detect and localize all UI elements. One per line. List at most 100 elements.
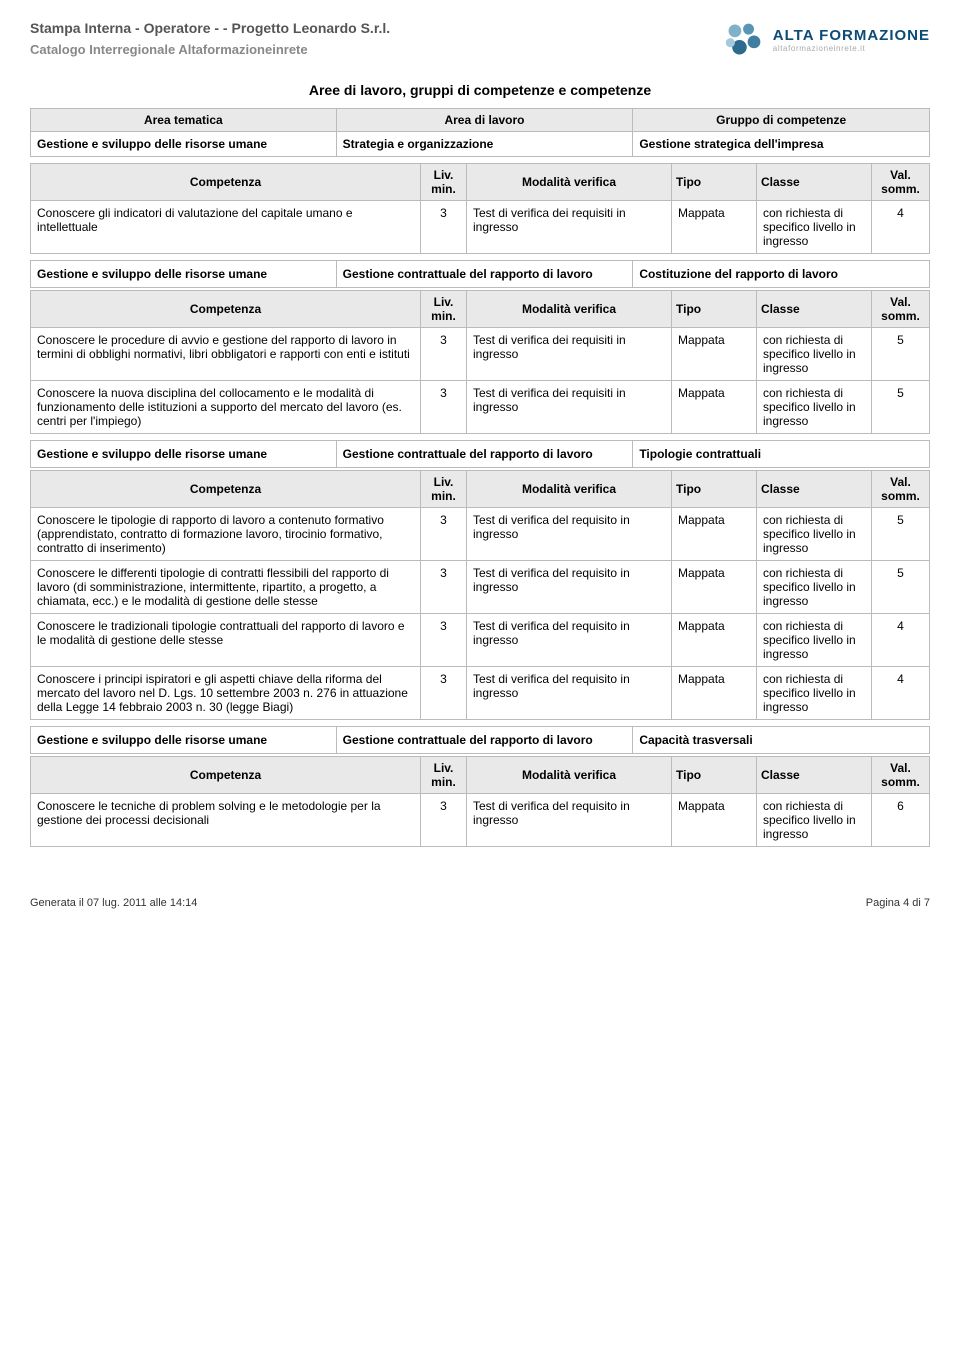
header-title-2: Catalogo Interregionale Altaformazionein… xyxy=(30,42,390,57)
group-header-gruppo: Capacità trasversali xyxy=(633,727,930,754)
area-header-lavoro-label: Area di lavoro xyxy=(336,109,633,132)
competence-row: Conoscere gli indicatori di valutazione … xyxy=(31,201,930,254)
competence-th-tipo: Tipo xyxy=(672,757,757,794)
competence-cell-modalita: Test di verifica dei requisiti in ingres… xyxy=(467,201,672,254)
competence-th-competenza: Competenza xyxy=(31,471,421,508)
area-row-gruppo: Gestione strategica dell'impresa xyxy=(633,132,930,157)
competence-cell-tipo: Mappata xyxy=(672,328,757,381)
competence-group: Gestione e sviluppo delle risorse umaneG… xyxy=(30,440,930,720)
competence-th-val: Val. somm. xyxy=(872,471,930,508)
competence-cell-competenza: Conoscere le tipologie di rapporto di la… xyxy=(31,508,421,561)
logo: ALTA FORMAZIONE altaformazioneinrete.it xyxy=(721,20,930,60)
competence-row: Conoscere le tecniche di problem solving… xyxy=(31,794,930,847)
competence-row: Conoscere i principi ispiratori e gli as… xyxy=(31,667,930,720)
competence-th-tipo: Tipo xyxy=(672,471,757,508)
footer-page: Pagina 4 di 7 xyxy=(866,897,930,909)
area-header-tematica-label: Area tematica xyxy=(31,109,337,132)
competence-group: Gestione e sviluppo delle risorse umaneG… xyxy=(30,260,930,434)
competence-th-competenza: Competenza xyxy=(31,164,421,201)
competence-row: Conoscere le tipologie di rapporto di la… xyxy=(31,508,930,561)
logo-text-line2: altaformazioneinrete.it xyxy=(773,44,930,53)
logo-text-line1: ALTA FORMAZIONE xyxy=(773,27,930,44)
competence-table: CompetenzaLiv. min.Modalità verificaTipo… xyxy=(30,290,930,434)
competence-cell-liv: 3 xyxy=(421,381,467,434)
competence-th-tipo: Tipo xyxy=(672,291,757,328)
competence-cell-tipo: Mappata xyxy=(672,794,757,847)
competence-row: Conoscere la nuova disciplina del colloc… xyxy=(31,381,930,434)
competence-row: Conoscere le tradizionali tipologie cont… xyxy=(31,614,930,667)
competence-cell-modalita: Test di verifica dei requisiti in ingres… xyxy=(467,381,672,434)
competence-cell-tipo: Mappata xyxy=(672,508,757,561)
competence-th-modalita: Modalità verifica xyxy=(467,757,672,794)
competence-cell-val: 5 xyxy=(872,561,930,614)
competence-group: CompetenzaLiv. min.Modalità verificaTipo… xyxy=(30,163,930,254)
competence-table: CompetenzaLiv. min.Modalità verificaTipo… xyxy=(30,163,930,254)
competence-cell-liv: 3 xyxy=(421,614,467,667)
competence-cell-classe: con richiesta di specifico livello in in… xyxy=(757,667,872,720)
competence-th-val: Val. somm. xyxy=(872,164,930,201)
competence-th-classe: Classe xyxy=(757,471,872,508)
header-title-1: Stampa Interna - Operatore - - Progetto … xyxy=(30,20,390,36)
competence-cell-tipo: Mappata xyxy=(672,381,757,434)
competence-cell-liv: 3 xyxy=(421,561,467,614)
group-header-tematica: Gestione e sviluppo delle risorse umane xyxy=(31,727,337,754)
group-header-lavoro: Gestione contrattuale del rapporto di la… xyxy=(336,441,633,468)
competence-cell-modalita: Test di verifica dei requisiti in ingres… xyxy=(467,328,672,381)
competence-table: CompetenzaLiv. min.Modalità verificaTipo… xyxy=(30,756,930,847)
competence-th-tipo: Tipo xyxy=(672,164,757,201)
competence-cell-modalita: Test di verifica del requisito in ingres… xyxy=(467,667,672,720)
competence-group: Gestione e sviluppo delle risorse umaneG… xyxy=(30,726,930,847)
competence-row: Conoscere le differenti tipologie di con… xyxy=(31,561,930,614)
competence-cell-liv: 3 xyxy=(421,328,467,381)
competence-cell-val: 4 xyxy=(872,667,930,720)
competence-cell-val: 5 xyxy=(872,508,930,561)
competence-cell-tipo: Mappata xyxy=(672,614,757,667)
competence-cell-competenza: Conoscere i principi ispiratori e gli as… xyxy=(31,667,421,720)
competence-cell-classe: con richiesta di specifico livello in in… xyxy=(757,561,872,614)
competence-cell-classe: con richiesta di specifico livello in in… xyxy=(757,508,872,561)
competence-cell-modalita: Test di verifica del requisito in ingres… xyxy=(467,794,672,847)
competence-cell-competenza: Conoscere le tradizionali tipologie cont… xyxy=(31,614,421,667)
competence-th-liv: Liv. min. xyxy=(421,164,467,201)
groups-container: CompetenzaLiv. min.Modalità verificaTipo… xyxy=(30,163,930,847)
competence-th-classe: Classe xyxy=(757,291,872,328)
competence-cell-classe: con richiesta di specifico livello in in… xyxy=(757,201,872,254)
competence-cell-liv: 3 xyxy=(421,794,467,847)
competence-cell-classe: con richiesta di specifico livello in in… xyxy=(757,381,872,434)
competence-th-competenza: Competenza xyxy=(31,291,421,328)
competence-th-val: Val. somm. xyxy=(872,291,930,328)
footer-generated: Generata il 07 lug. 2011 alle 14:14 xyxy=(30,897,197,909)
competence-th-modalita: Modalità verifica xyxy=(467,471,672,508)
competence-cell-competenza: Conoscere le differenti tipologie di con… xyxy=(31,561,421,614)
competence-th-liv: Liv. min. xyxy=(421,291,467,328)
competence-cell-tipo: Mappata xyxy=(672,667,757,720)
group-header-gruppo: Costituzione del rapporto di lavoro xyxy=(633,261,930,288)
area-header-gruppo-label: Gruppo di competenze xyxy=(633,109,930,132)
group-header-tematica: Gestione e sviluppo delle risorse umane xyxy=(31,441,337,468)
competence-th-val: Val. somm. xyxy=(872,757,930,794)
competence-row: Conoscere le procedure di avvio e gestio… xyxy=(31,328,930,381)
main-title: Aree di lavoro, gruppi di competenze e c… xyxy=(30,82,930,98)
logo-icon xyxy=(721,20,767,60)
competence-cell-competenza: Conoscere gli indicatori di valutazione … xyxy=(31,201,421,254)
competence-cell-competenza: Conoscere le procedure di avvio e gestio… xyxy=(31,328,421,381)
competence-th-competenza: Competenza xyxy=(31,757,421,794)
logo-text: ALTA FORMAZIONE altaformazioneinrete.it xyxy=(773,27,930,53)
competence-cell-liv: 3 xyxy=(421,667,467,720)
area-header-table: Area tematica Area di lavoro Gruppo di c… xyxy=(30,108,930,157)
competence-cell-modalita: Test di verifica del requisito in ingres… xyxy=(467,614,672,667)
competence-cell-tipo: Mappata xyxy=(672,201,757,254)
competence-cell-val: 6 xyxy=(872,794,930,847)
competence-cell-modalita: Test di verifica del requisito in ingres… xyxy=(467,508,672,561)
group-header-tematica: Gestione e sviluppo delle risorse umane xyxy=(31,261,337,288)
group-header-lavoro: Gestione contrattuale del rapporto di la… xyxy=(336,727,633,754)
area-row-lavoro: Strategia e organizzazione xyxy=(336,132,633,157)
page-root: Stampa Interna - Operatore - - Progetto … xyxy=(0,0,960,929)
competence-cell-competenza: Conoscere le tecniche di problem solving… xyxy=(31,794,421,847)
header-left: Stampa Interna - Operatore - - Progetto … xyxy=(30,20,390,57)
competence-cell-modalita: Test di verifica del requisito in ingres… xyxy=(467,561,672,614)
competence-cell-val: 5 xyxy=(872,381,930,434)
competence-cell-liv: 3 xyxy=(421,201,467,254)
competence-cell-competenza: Conoscere la nuova disciplina del colloc… xyxy=(31,381,421,434)
competence-cell-tipo: Mappata xyxy=(672,561,757,614)
